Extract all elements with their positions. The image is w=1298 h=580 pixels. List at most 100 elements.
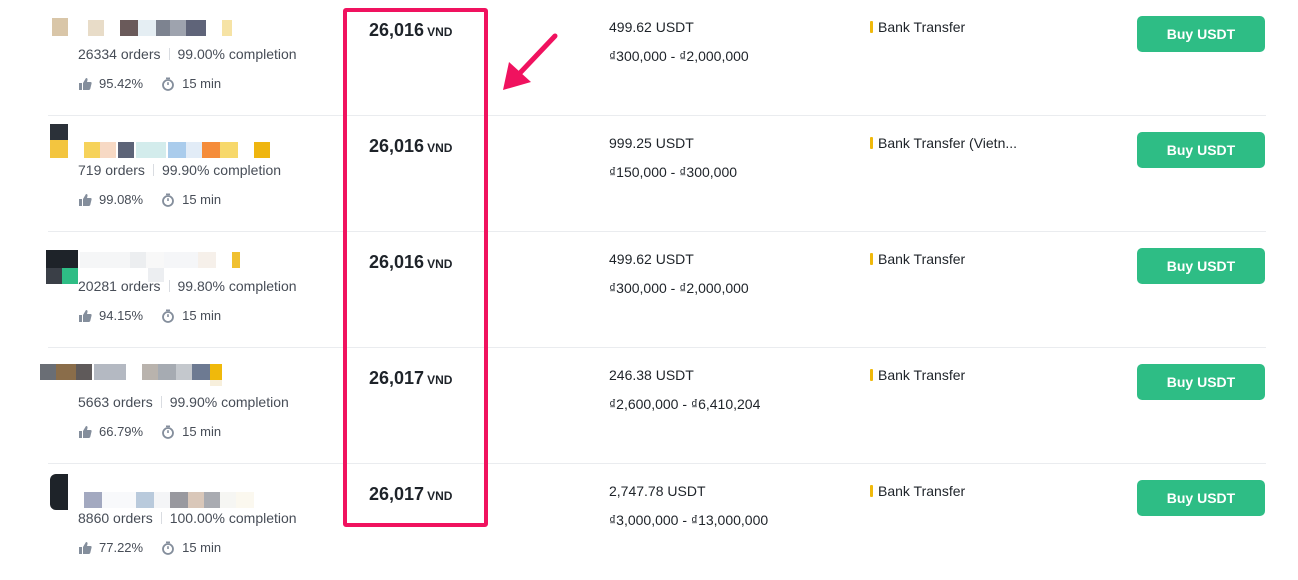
stopwatch-icon xyxy=(162,425,174,439)
merchant-meta: 66.79% 15 min xyxy=(78,424,221,439)
positive-rating: 66.79% xyxy=(99,424,144,439)
payment-marker xyxy=(870,253,873,265)
payment-time-limit: 15 min xyxy=(182,76,222,91)
price-value: 26,017 xyxy=(369,484,425,504)
payment-marker xyxy=(870,137,873,149)
order-count: 5663 orders xyxy=(78,394,153,410)
merchant-stats: 26334 orders 99.00% completion xyxy=(78,46,297,62)
buy-usdt-button[interactable]: Buy USDT xyxy=(1137,248,1265,284)
payment-method: Bank Transfer xyxy=(870,19,965,35)
completion-rate: 99.80% completion xyxy=(177,278,297,294)
available-amount: 499.62 USDT xyxy=(609,251,694,267)
payment-marker xyxy=(870,369,873,381)
merchant-stats: 8860 orders 100.00% completion xyxy=(78,510,297,526)
completion-rate: 100.00% completion xyxy=(169,510,297,526)
ad-row: 5663 orders 99.90% completion 66.79% 15 m… xyxy=(0,348,1298,464)
merchant-name-redacted xyxy=(48,10,308,38)
thumbs-up-icon xyxy=(79,425,92,438)
completion-rate: 99.90% completion xyxy=(161,162,282,178)
buy-usdt-button[interactable]: Buy USDT xyxy=(1137,132,1265,168)
ad-row: 20281 orders 99.80% completion 94.15% 15 xyxy=(0,232,1298,348)
order-count: 719 orders xyxy=(78,162,145,178)
divider xyxy=(160,396,162,408)
payment-method-label: Bank Transfer xyxy=(878,483,966,499)
price: 26,016 VND xyxy=(369,20,452,41)
positive-rating: 95.42% xyxy=(99,76,144,91)
merchant-info: 20281 orders 99.80% completion 94.15% 15 xyxy=(46,232,328,348)
payment-method-label: Bank Transfer xyxy=(878,19,966,35)
stopwatch-icon xyxy=(162,193,174,207)
order-count: 20281 orders xyxy=(78,278,161,294)
price-value: 26,016 xyxy=(369,20,425,40)
merchant-meta: 95.42% 15 min xyxy=(78,76,221,91)
order-count: 26334 orders xyxy=(78,46,161,62)
thumbs-up-icon xyxy=(79,541,92,554)
merchant-name-redacted xyxy=(48,124,308,158)
price-currency: VND xyxy=(427,373,453,387)
merchant-info: 8860 orders 100.00% completion 77.22% 15 xyxy=(48,464,328,580)
merchant-meta: 77.22% 15 min xyxy=(78,540,221,555)
payment-marker xyxy=(870,21,873,33)
buy-usdt-button[interactable]: Buy USDT xyxy=(1137,16,1265,52)
ad-row: 719 orders 99.90% completion 99.08% 15 mi… xyxy=(0,116,1298,232)
merchant-meta: 99.08% 15 min xyxy=(78,192,221,207)
payment-time-limit: 15 min xyxy=(182,192,222,207)
price-value: 26,017 xyxy=(369,368,425,388)
thumbs-up-icon xyxy=(79,77,92,90)
completion-rate: 99.00% completion xyxy=(177,46,297,62)
merchant-name-redacted xyxy=(40,364,308,392)
price-value: 26,016 xyxy=(369,252,425,272)
row-divider xyxy=(48,231,1266,232)
available-amount: 499.62 USDT xyxy=(609,19,694,35)
payment-time-limit: 15 min xyxy=(182,424,222,439)
merchant-stats: 719 orders 99.90% completion xyxy=(78,162,281,178)
payment-method-label: Bank Transfer (Vietn... xyxy=(878,135,1018,151)
merchant-name-redacted xyxy=(48,474,308,510)
divider xyxy=(168,48,170,60)
payment-method: Bank Transfer (Vietn... xyxy=(870,135,1017,151)
payment-time-limit: 15 min xyxy=(182,308,222,323)
divider xyxy=(152,164,154,176)
positive-rating: 94.15% xyxy=(99,308,144,323)
order-limit: ₫150,000 - ₫300,000 xyxy=(609,164,738,180)
price: 26,016 VND xyxy=(369,136,452,157)
thumbs-up-icon xyxy=(79,193,92,206)
order-limit: ₫300,000 - ₫2,000,000 xyxy=(609,280,749,296)
merchant-info: 5663 orders 99.90% completion 66.79% 15 m… xyxy=(40,348,328,464)
order-limit: ₫3,000,000 - ₫13,000,000 xyxy=(609,512,769,528)
ad-row: 8860 orders 100.00% completion 77.22% 15 xyxy=(0,464,1298,568)
price: 26,016 VND xyxy=(369,252,452,273)
buy-usdt-button[interactable]: Buy USDT xyxy=(1137,364,1265,400)
available-amount: 999.25 USDT xyxy=(609,135,694,151)
price-currency: VND xyxy=(427,141,453,155)
price: 26,017 VND xyxy=(369,368,452,389)
available-amount: 2,747.78 USDT xyxy=(609,483,706,499)
price-currency: VND xyxy=(427,257,453,271)
price-currency: VND xyxy=(427,25,453,39)
completion-rate: 99.90% completion xyxy=(169,394,289,410)
ad-row: 26334 orders 99.00% completion 95.42% 15 … xyxy=(0,0,1298,116)
row-divider xyxy=(48,347,1266,348)
payment-time-limit: 15 min xyxy=(182,540,222,555)
price-currency: VND xyxy=(427,489,453,503)
price-value: 26,016 xyxy=(369,136,425,156)
merchant-stats: 5663 orders 99.90% completion xyxy=(78,394,289,410)
stopwatch-icon xyxy=(162,541,174,555)
payment-marker xyxy=(870,485,873,497)
merchant-info: 26334 orders 99.00% completion 95.42% 15 … xyxy=(48,0,328,116)
order-count: 8860 orders xyxy=(78,510,153,526)
merchant-name-redacted xyxy=(46,250,308,284)
order-limit: ₫300,000 - ₫2,000,000 xyxy=(609,48,749,64)
stopwatch-icon xyxy=(162,309,174,323)
payment-method: Bank Transfer xyxy=(870,483,965,499)
price: 26,017 VND xyxy=(369,484,452,505)
order-limit: ₫2,600,000 - ₫6,410,204 xyxy=(609,396,761,412)
payment-method-label: Bank Transfer xyxy=(878,367,966,383)
pointer-arrow-icon xyxy=(503,33,558,90)
divider xyxy=(160,512,162,524)
divider xyxy=(168,280,170,292)
payment-method: Bank Transfer xyxy=(870,367,965,383)
stopwatch-icon xyxy=(162,77,174,91)
payment-method: Bank Transfer xyxy=(870,251,965,267)
buy-usdt-button[interactable]: Buy USDT xyxy=(1137,480,1265,516)
